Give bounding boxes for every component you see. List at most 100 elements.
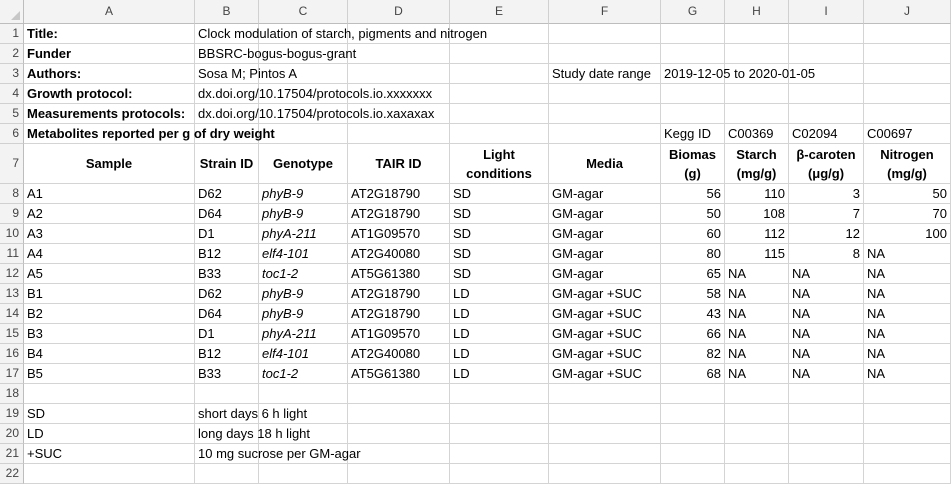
row-header-8[interactable]: 8 [0, 184, 24, 204]
cell-empty[interactable] [661, 384, 725, 404]
cell-i14[interactable]: NA [789, 304, 864, 324]
cell-d9[interactable]: AT2G18790 [348, 204, 450, 224]
cell-d17[interactable]: AT5G61380 [348, 364, 450, 384]
cell-g14[interactable]: 43 [661, 304, 725, 324]
cell-empty[interactable] [661, 84, 725, 104]
cell-j17[interactable]: NA [864, 364, 951, 384]
cell-empty[interactable] [259, 464, 348, 484]
cell-empty[interactable] [549, 84, 661, 104]
cell-g16[interactable]: 82 [661, 344, 725, 364]
cell-e15[interactable]: LD [450, 324, 549, 344]
cell-e7[interactable]: Light conditions [450, 144, 549, 184]
cell-f15[interactable]: GM-agar +SUC [549, 324, 661, 344]
cell-c11[interactable]: elf4-101 [259, 244, 348, 264]
cell-b13[interactable]: D62 [195, 284, 259, 304]
cell-b20[interactable]: long days 18 h light [195, 424, 310, 444]
cell-empty[interactable] [661, 24, 725, 44]
cell-empty[interactable] [450, 444, 549, 464]
cell-b1[interactable]: Clock modulation of starch, pigments and… [195, 24, 487, 44]
cell-empty[interactable] [864, 384, 951, 404]
cell-c16[interactable]: elf4-101 [259, 344, 348, 364]
cell-empty[interactable] [24, 464, 195, 484]
cell-empty[interactable] [864, 84, 951, 104]
cell-f14[interactable]: GM-agar +SUC [549, 304, 661, 324]
cell-i8[interactable]: 3 [789, 184, 864, 204]
cell-f8[interactable]: GM-agar [549, 184, 661, 204]
cell-empty[interactable] [259, 44, 348, 64]
cell-h16[interactable]: NA [725, 344, 789, 364]
cell-empty[interactable] [549, 24, 661, 44]
cell-a14[interactable]: B2 [24, 304, 195, 324]
row-header-6[interactable]: 6 [0, 124, 24, 144]
cell-h9[interactable]: 108 [725, 204, 789, 224]
cell-empty[interactable] [661, 44, 725, 64]
cell-a7[interactable]: Sample [24, 144, 195, 184]
cell-empty[interactable] [195, 124, 259, 144]
cell-c15[interactable]: phyA-211 [259, 324, 348, 344]
cell-g6[interactable]: Kegg ID [661, 124, 725, 144]
cell-g17[interactable]: 68 [661, 364, 725, 384]
cell-empty[interactable] [450, 404, 549, 424]
cell-empty[interactable] [450, 84, 549, 104]
row-header-9[interactable]: 9 [0, 204, 24, 224]
cell-empty[interactable] [789, 104, 864, 124]
cell-empty[interactable] [348, 84, 450, 104]
cell-empty[interactable] [549, 384, 661, 404]
cell-h12[interactable]: NA [725, 264, 789, 284]
cell-empty[interactable] [348, 404, 450, 424]
cell-a5[interactable]: Measurements protocols: [24, 104, 195, 124]
cell-empty[interactable] [348, 24, 450, 44]
cell-c14[interactable]: phyB-9 [259, 304, 348, 324]
cell-c7[interactable]: Genotype [259, 144, 348, 184]
cell-b5[interactable]: dx.doi.org/10.17504/protocols.io.xaxaxax [195, 104, 434, 124]
cell-i15[interactable]: NA [789, 324, 864, 344]
column-header-j[interactable]: J [864, 0, 951, 24]
cell-g3[interactable]: 2019-12-05 to 2020-01-05 [661, 64, 815, 84]
cell-empty[interactable] [549, 124, 661, 144]
cell-j9[interactable]: 70 [864, 204, 951, 224]
cell-c13[interactable]: phyB-9 [259, 284, 348, 304]
cell-a2[interactable]: Funder [24, 44, 195, 64]
cell-a4[interactable]: Growth protocol: [24, 84, 195, 104]
cell-empty[interactable] [195, 464, 259, 484]
cell-d16[interactable]: AT2G40080 [348, 344, 450, 364]
cell-empty[interactable] [259, 404, 348, 424]
column-header-f[interactable]: F [549, 0, 661, 24]
cell-d13[interactable]: AT2G18790 [348, 284, 450, 304]
cell-g13[interactable]: 58 [661, 284, 725, 304]
cell-f11[interactable]: GM-agar [549, 244, 661, 264]
row-header-22[interactable]: 22 [0, 464, 24, 484]
column-header-h[interactable]: H [725, 0, 789, 24]
cell-a9[interactable]: A2 [24, 204, 195, 224]
cell-j12[interactable]: NA [864, 264, 951, 284]
cell-b11[interactable]: B12 [195, 244, 259, 264]
row-header-5[interactable]: 5 [0, 104, 24, 124]
cell-d12[interactable]: AT5G61380 [348, 264, 450, 284]
cell-empty[interactable] [450, 384, 549, 404]
cell-empty[interactable] [549, 44, 661, 64]
cell-empty[interactable] [661, 444, 725, 464]
cell-j6[interactable]: C00697 [864, 124, 951, 144]
cell-empty[interactable] [348, 44, 450, 64]
cell-e14[interactable]: LD [450, 304, 549, 324]
cell-h8[interactable]: 110 [725, 184, 789, 204]
cell-a11[interactable]: A4 [24, 244, 195, 264]
cell-h10[interactable]: 112 [725, 224, 789, 244]
cell-a16[interactable]: B4 [24, 344, 195, 364]
cell-d15[interactable]: AT1G09570 [348, 324, 450, 344]
cell-b9[interactable]: D64 [195, 204, 259, 224]
cell-h7[interactable]: Starch (mg/g) [725, 144, 789, 184]
cell-empty[interactable] [789, 84, 864, 104]
cell-empty[interactable] [725, 64, 789, 84]
cell-b4[interactable]: dx.doi.org/10.17504/protocols.io.xxxxxxx [195, 84, 432, 104]
cell-f16[interactable]: GM-agar +SUC [549, 344, 661, 364]
cell-empty[interactable] [789, 64, 864, 84]
cell-e13[interactable]: LD [450, 284, 549, 304]
cell-empty[interactable] [789, 384, 864, 404]
cell-empty[interactable] [259, 84, 348, 104]
cell-empty[interactable] [725, 104, 789, 124]
cell-empty[interactable] [725, 44, 789, 64]
cell-empty[interactable] [259, 124, 348, 144]
cell-b2[interactable]: BBSRC-bogus-bogus-grant [195, 44, 356, 64]
cell-h14[interactable]: NA [725, 304, 789, 324]
